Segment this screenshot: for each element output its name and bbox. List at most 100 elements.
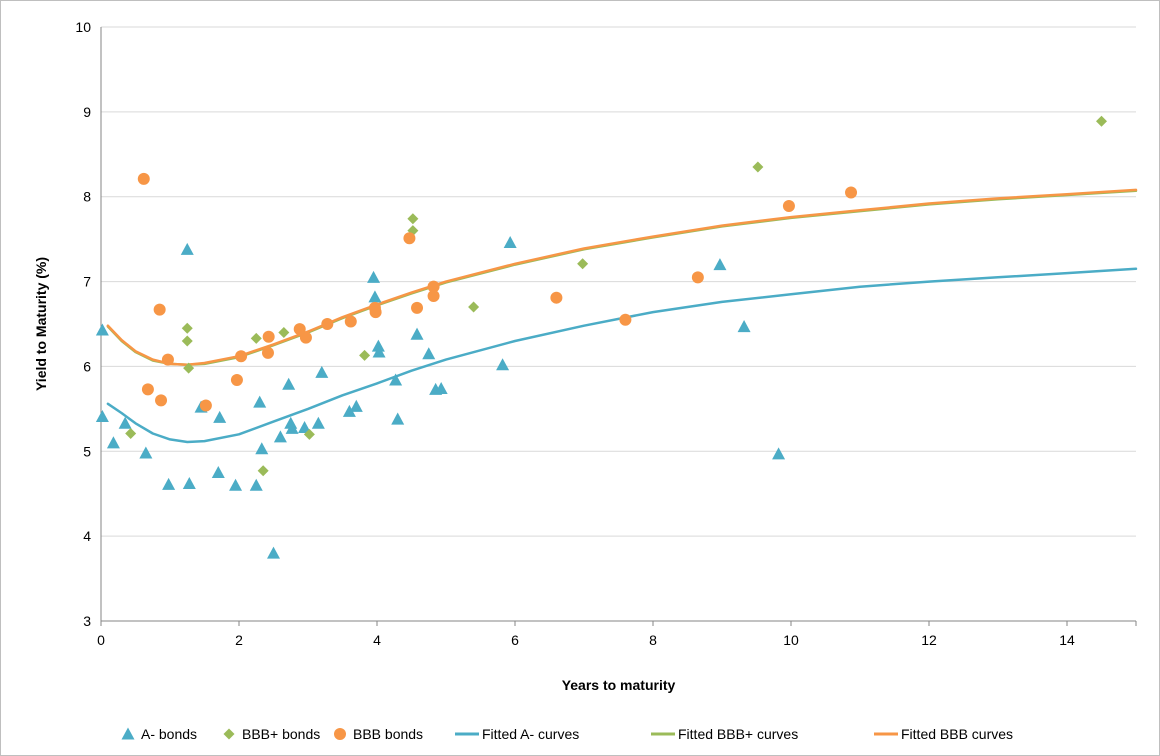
data-point [403,232,416,245]
data-point [359,349,371,361]
legend-label: Fitted BBB curves [901,726,1013,742]
data-point [427,289,440,302]
data-point [199,399,212,412]
data-point [713,258,727,271]
data-point [255,442,269,455]
data-point [344,315,357,328]
legend-label: Fitted BBB+ curves [678,726,798,742]
data-point [285,421,299,434]
fitted-line-fitted-a-curves [106,267,1138,444]
legend-item: Fitted A- curves [455,726,579,742]
data-point [410,327,424,340]
data-point [619,313,632,326]
data-point [315,365,329,378]
data-point [293,323,306,336]
data-point [162,477,176,490]
data-point [372,345,386,358]
data-point [691,271,704,284]
legend-label: Fitted A- curves [482,726,579,742]
data-point [261,346,274,359]
x-tick-label: 8 [649,632,657,648]
data-point [141,383,154,396]
data-point [183,362,195,374]
data-point [468,301,480,313]
data-point [278,326,290,338]
data-point [427,280,440,293]
data-point [371,339,385,352]
tick-labels: 3 4 5 6 7 8 9 10 0 2 4 6 8 10 12 14 [75,19,1075,648]
data-point [182,477,196,490]
y-tick-label: 9 [83,104,91,120]
data-point [125,427,137,439]
data-point [249,478,263,491]
data-point [367,270,381,283]
data-point [235,350,248,363]
data-point [349,399,363,412]
data-point [95,323,109,336]
data-point [311,416,325,429]
legend-label: A- bonds [141,726,197,742]
x-tick-label: 14 [1059,632,1075,648]
y-tick-label: 10 [75,19,91,35]
data-point [180,242,194,255]
y-axis-title: Yield to Maturity (%) [33,257,49,391]
data-point [139,446,153,459]
legend-item: BBB+ bonds [223,726,320,742]
data-point [211,466,225,479]
data-points [95,115,1107,559]
legend-label: BBB bonds [353,726,423,742]
data-point [253,395,267,408]
x-tick-label: 10 [783,632,799,648]
data-point [267,546,280,559]
data-point [213,410,227,423]
data-point [434,381,448,395]
x-axis-title: Years to maturity [562,677,676,693]
data-point [230,374,243,387]
data-point [321,318,334,330]
data-point [389,373,403,386]
legend-item: BBB bonds [334,726,423,742]
data-point [137,172,150,185]
legend-item: Fitted BBB curves [874,726,1013,742]
data-point [342,404,356,417]
legend-swatch [334,728,346,740]
data-point [153,303,166,316]
data-point [407,213,419,225]
data-point [262,330,275,343]
data-point [845,186,858,199]
legend-item: A- bonds [121,726,197,742]
data-point [391,412,405,425]
legend-swatch [121,727,135,740]
x-tick-label: 4 [373,632,381,648]
data-point [752,161,764,173]
data-point [299,331,312,344]
data-point [118,416,132,429]
data-point [1096,115,1107,127]
data-point [737,320,751,333]
data-point [282,377,296,390]
data-point [422,347,436,360]
x-tick-label: 12 [921,632,937,648]
data-point [106,436,120,449]
data-point [772,447,786,460]
y-tick-label: 4 [83,528,91,544]
data-point [503,236,517,249]
data-point [181,335,193,347]
data-point [250,332,262,344]
y-tick-label: 5 [83,443,91,459]
data-point [577,258,589,270]
legend-label: BBB+ bonds [242,726,320,742]
axes [100,27,1137,626]
x-tick-label: 6 [511,632,519,648]
data-point [368,290,382,303]
data-point [181,322,193,334]
legend: A- bonds BBB+ bonds BBB bonds Fitted A- cur… [121,726,1013,742]
data-point [369,306,382,319]
data-point [411,301,424,314]
y-tick-label: 8 [83,189,91,205]
data-point [95,409,109,423]
x-tick-label: 2 [235,632,243,648]
y-tick-label: 6 [83,358,91,374]
legend-item: Fitted BBB+ curves [651,726,798,742]
